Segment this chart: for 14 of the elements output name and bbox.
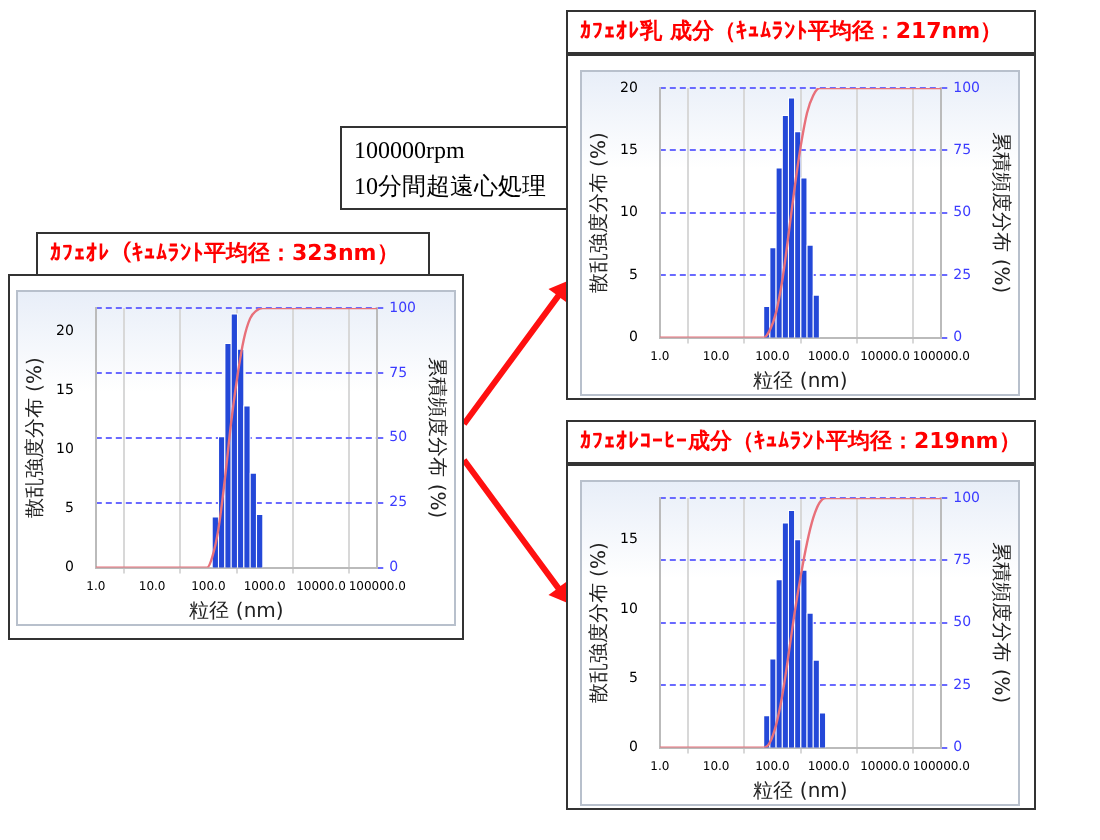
y2-axis-title: 累積頻度分布 (%) [424, 357, 449, 519]
chart-title: ｶﾌｪｵﾚ（ｷｭﾑﾗﾝﾄ平均径：323nm） [36, 232, 430, 276]
y-axis-title: 散乱強度分布 (%) [587, 542, 612, 704]
chart-title: ｶﾌｪｵﾚｺｰﾋｰ成分（ｷｭﾑﾗﾝﾄ平均径：219nm） [566, 420, 1036, 464]
y2-axis-title: 累積頻度分布 (%) [988, 132, 1013, 294]
chart-title: ｶﾌｪｵﾚ乳 成分（ｷｭﾑﾗﾝﾄ平均径：217nm） [566, 10, 1036, 54]
y-axis-title: 散乱強度分布 (%) [587, 132, 612, 294]
text: 100000rpm [354, 134, 467, 168]
y-axis-title: 散乱強度分布 (%) [23, 357, 48, 519]
x-axis-title: 粒径 (nm) [189, 601, 284, 624]
x-axis-title: 粒径 (nm) [753, 781, 848, 804]
y2-axis-title: 累積頻度分布 (%) [988, 542, 1013, 704]
text: 10分間超遠心処理 [354, 170, 548, 204]
x-axis-title: 粒径 (nm) [753, 371, 848, 394]
